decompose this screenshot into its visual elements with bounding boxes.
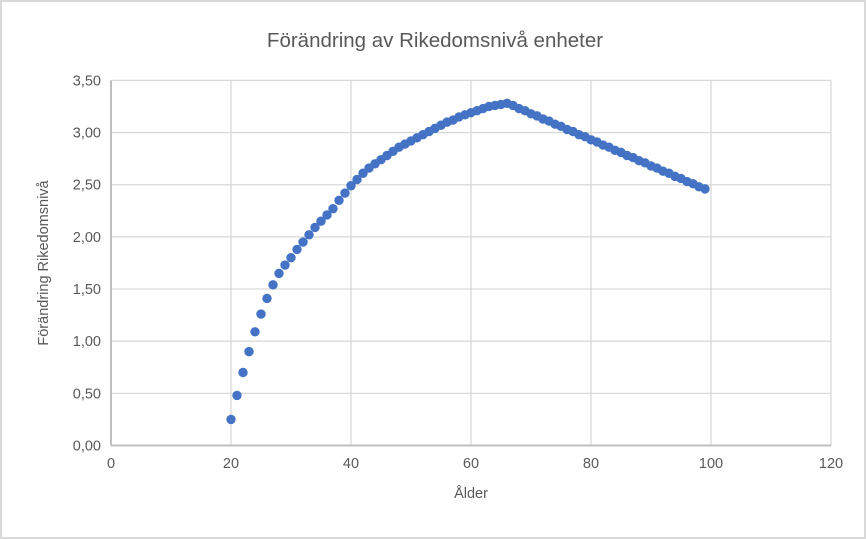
data-point	[700, 184, 710, 194]
data-point	[298, 237, 308, 247]
x-tick-label: 60	[463, 456, 479, 472]
axes-layer	[110, 80, 831, 447]
x-tick-label: 80	[583, 456, 599, 472]
data-point	[316, 216, 326, 226]
data-point	[268, 280, 278, 290]
y-tick-label: 1,50	[73, 282, 101, 298]
y-tick-label: 2,50	[73, 178, 101, 194]
y-axis-title: Förändring Rikedomsnivå	[36, 179, 52, 345]
x-axis-title: Ålder	[454, 485, 488, 502]
data-point	[334, 195, 344, 206]
data-point	[286, 253, 296, 263]
y-tick-label: 3,00	[73, 126, 101, 142]
data-point	[244, 346, 254, 357]
data-point	[292, 244, 302, 255]
x-tick-label: 0	[107, 456, 115, 472]
x-tick-label: 20	[223, 456, 239, 472]
data-point	[340, 188, 350, 198]
y-tick-label: 1,00	[73, 334, 101, 350]
data-point	[232, 390, 242, 401]
data-point	[310, 222, 320, 233]
data-point	[346, 181, 356, 191]
x-tick-label: 100	[699, 456, 723, 472]
data-point	[352, 174, 362, 185]
chart-title: Förändring av Rikedomsnivå enheter	[267, 29, 603, 52]
data-point	[328, 204, 338, 214]
data-point	[226, 414, 236, 425]
data-point	[250, 327, 260, 337]
y-tick-labels: 0,00 0,50 1,00 1,50 2,00 2,50 3,00 3,50	[73, 73, 101, 454]
data-points-layer	[226, 98, 710, 425]
y-tick-label: 2,00	[73, 230, 101, 246]
y-tick-label: 0,00	[73, 439, 101, 455]
x-tick-label: 40	[343, 456, 359, 472]
data-point	[256, 309, 266, 319]
data-point	[280, 260, 290, 270]
gridlines-layer	[111, 79, 832, 446]
y-tick-label: 0,50	[73, 386, 101, 402]
x-tick-label: 120	[819, 456, 843, 472]
y-tick-label: 3,50	[73, 73, 101, 89]
x-tick-labels: 0 20 40 60 80 100 120	[107, 456, 843, 472]
data-point	[304, 230, 314, 240]
data-point	[274, 268, 284, 279]
data-point	[238, 367, 248, 378]
data-point	[322, 210, 332, 220]
data-point	[262, 293, 272, 304]
